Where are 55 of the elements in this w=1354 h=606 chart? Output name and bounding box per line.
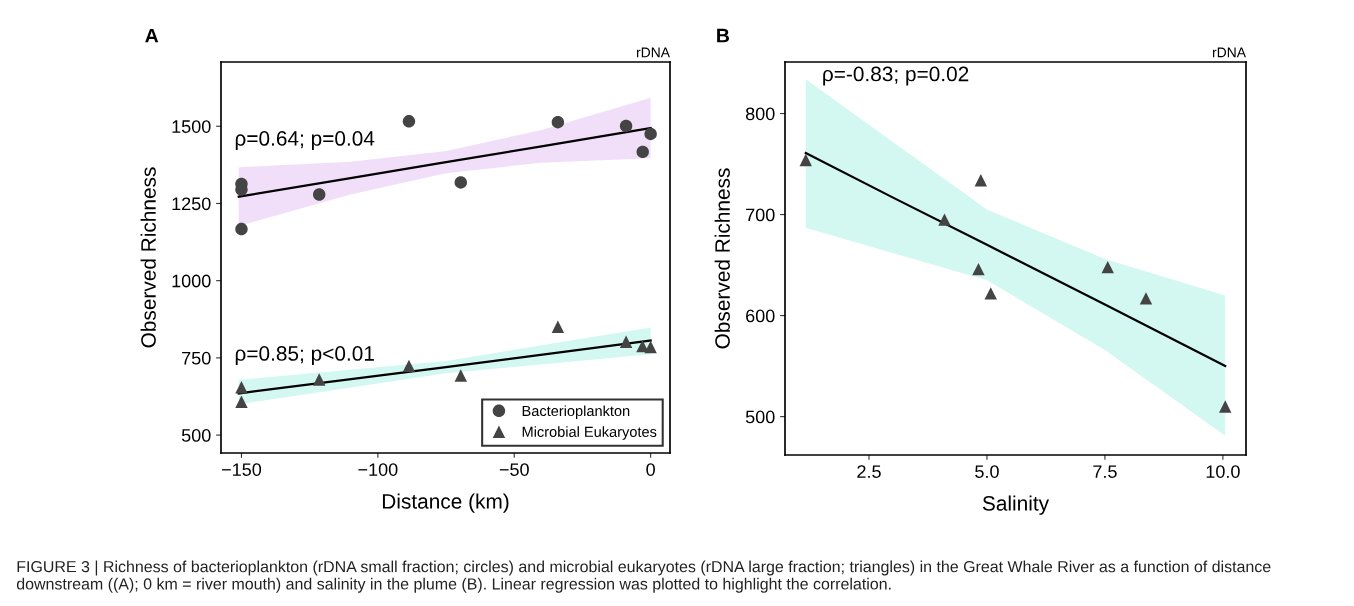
x-tick-label: 10.0 — [1206, 465, 1240, 478]
x-tick-label: 0 — [646, 463, 655, 476]
legend-label: Bacterioplankton — [522, 405, 630, 419]
annotation: ρ=-0.83; p=0.02 — [823, 66, 969, 86]
point — [984, 287, 997, 300]
x-tick-label: −100 — [358, 463, 398, 476]
x-axis-title: Distance (km) — [382, 493, 509, 513]
y-tick-label: 1000 — [172, 274, 211, 288]
point — [1101, 260, 1114, 274]
y-axis-title: Observed Richness — [140, 167, 156, 348]
x-tick-label: −150 — [222, 463, 262, 476]
legend-label: Microbial Eukaryotes — [522, 426, 657, 440]
annotation: ρ=0.85; p<0.01 — [235, 346, 374, 365]
point — [644, 340, 657, 354]
y-tick-label: 750 — [182, 351, 211, 365]
x-tick-label: 7.5 — [1093, 465, 1117, 478]
point — [1219, 400, 1232, 413]
point — [799, 153, 812, 167]
y-tick-label: 500 — [181, 429, 211, 442]
point — [644, 127, 657, 141]
y-tick-label: 800 — [745, 107, 775, 121]
chart-subtitle: rDNA — [1212, 47, 1246, 58]
y-tick-label: 700 — [746, 208, 775, 222]
chart-title: A — [145, 28, 159, 43]
point — [972, 262, 985, 276]
point — [312, 188, 326, 201]
point — [454, 369, 467, 382]
caption: FIGURE 3 | Richness of bacterioplankton (rDNA small fraction; circles) and microbial eukaryotes (rDNA large fraction; triangles) in the Great Whale River as a function of distance downstream ((A); 0 km = river mouth) and salinity in the plume (B). Linear regression was plotted to highlight the correlation. — [16, 560, 1271, 593]
y-tick-label: 1500 — [172, 120, 211, 133]
y-tick-label: 600 — [746, 309, 775, 323]
x-tick-label: 5.0 — [975, 465, 999, 478]
point — [974, 173, 988, 187]
annotation: ρ=0.64; p=0.04 — [235, 131, 375, 150]
y-tick-label: 500 — [745, 410, 775, 424]
point — [235, 395, 248, 408]
point — [636, 145, 649, 159]
x-axis-title: Salinity — [982, 495, 1050, 515]
x-tick-label: 2.5 — [857, 465, 881, 478]
point — [235, 381, 248, 394]
point — [551, 116, 565, 129]
point — [619, 119, 633, 133]
point — [619, 335, 633, 349]
chart-title: B — [717, 28, 730, 43]
chart-subtitle: rDNA — [636, 47, 670, 58]
point — [1139, 292, 1153, 305]
point — [454, 176, 467, 189]
point — [402, 359, 416, 373]
point — [312, 373, 326, 386]
point — [551, 320, 565, 333]
point — [402, 115, 416, 128]
y-axis-title: Observed Richness — [714, 168, 730, 349]
x-tick-label: −50 — [499, 463, 529, 476]
y-tick-label: 1250 — [172, 197, 211, 211]
point — [938, 213, 951, 226]
point — [235, 222, 248, 236]
